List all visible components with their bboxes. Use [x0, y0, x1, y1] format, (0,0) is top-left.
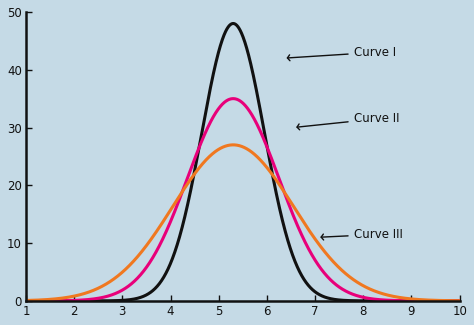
Text: Curve II: Curve II — [297, 112, 399, 130]
Text: Curve III: Curve III — [321, 228, 402, 241]
Text: Curve I: Curve I — [287, 46, 396, 61]
